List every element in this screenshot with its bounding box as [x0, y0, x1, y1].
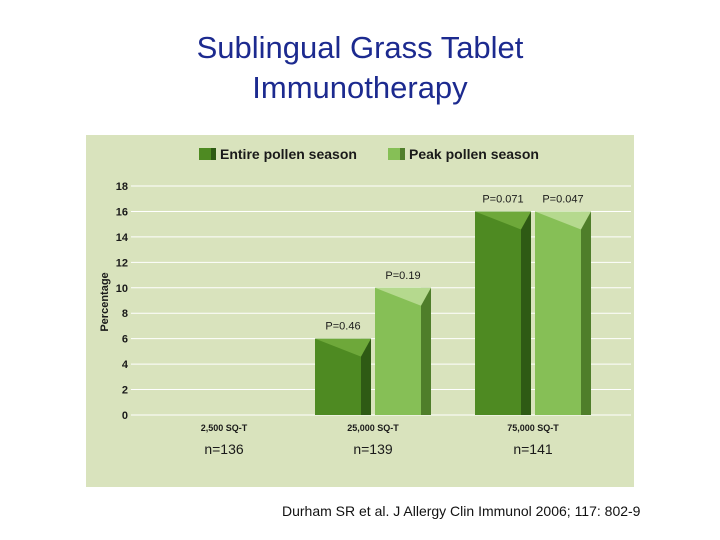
bar-top: [535, 211, 591, 230]
y-tick-label: 0: [122, 410, 128, 422]
legend-swatch: [388, 148, 400, 160]
bar-front: [535, 211, 581, 415]
y-tick-label: 8: [122, 308, 128, 320]
bar-front: [375, 287, 421, 415]
p-value-label: P=0.047: [542, 193, 583, 205]
y-tick-label: 4: [122, 359, 129, 371]
legend-label: Entire pollen season: [220, 146, 357, 162]
y-tick-label: 6: [122, 334, 128, 346]
p-value-label: P=0.46: [325, 321, 360, 333]
legend-swatch-side: [400, 148, 405, 160]
legend-label: Peak pollen season: [409, 146, 539, 162]
bar-front: [475, 211, 521, 415]
title-line-1: Sublingual Grass Tablet: [196, 30, 524, 65]
y-tick-label: 18: [116, 181, 128, 193]
y-axis-label: Percentage: [99, 272, 111, 331]
p-value-label: P=0.071: [482, 193, 523, 205]
legend-swatch-side: [211, 148, 216, 160]
bar-top: [375, 287, 431, 306]
legend-swatch: [199, 148, 211, 160]
slide-title: Sublingual Grass Tablet Immunotherapy: [0, 28, 720, 108]
y-tick-label: 16: [116, 206, 128, 218]
sample-size-label: n=139: [353, 441, 393, 457]
category-label: 75,000 SQ-T: [507, 423, 559, 433]
bar-top: [475, 211, 531, 230]
y-tick-label: 12: [116, 257, 128, 269]
y-tick-label: 14: [116, 232, 129, 244]
citation: Durham SR et al. J Allergy Clin Immunol …: [282, 503, 641, 519]
bar-side: [421, 287, 431, 415]
bar-side: [581, 211, 591, 415]
bar-top: [315, 338, 371, 357]
bar-side: [361, 338, 371, 415]
category-label: 2,500 SQ-T: [201, 423, 248, 433]
sample-size-label: n=141: [513, 441, 553, 457]
y-tick-label: 10: [116, 283, 128, 295]
bar-side: [521, 211, 531, 415]
p-value-label: P=0.19: [385, 270, 420, 282]
bar-chart: 0 2 4 6 8 10 12 14 16 18 Percentage Entire pollen s…: [99, 146, 631, 457]
title-line-2: Immunotherapy: [252, 70, 468, 105]
sample-size-label: n=136: [204, 441, 244, 457]
category-label: 25,000 SQ-T: [347, 423, 399, 433]
y-tick-label: 2: [122, 385, 128, 397]
chart-panel: 0 2 4 6 8 10 12 14 16 18 Percentage Entire pollen s…: [86, 135, 634, 487]
